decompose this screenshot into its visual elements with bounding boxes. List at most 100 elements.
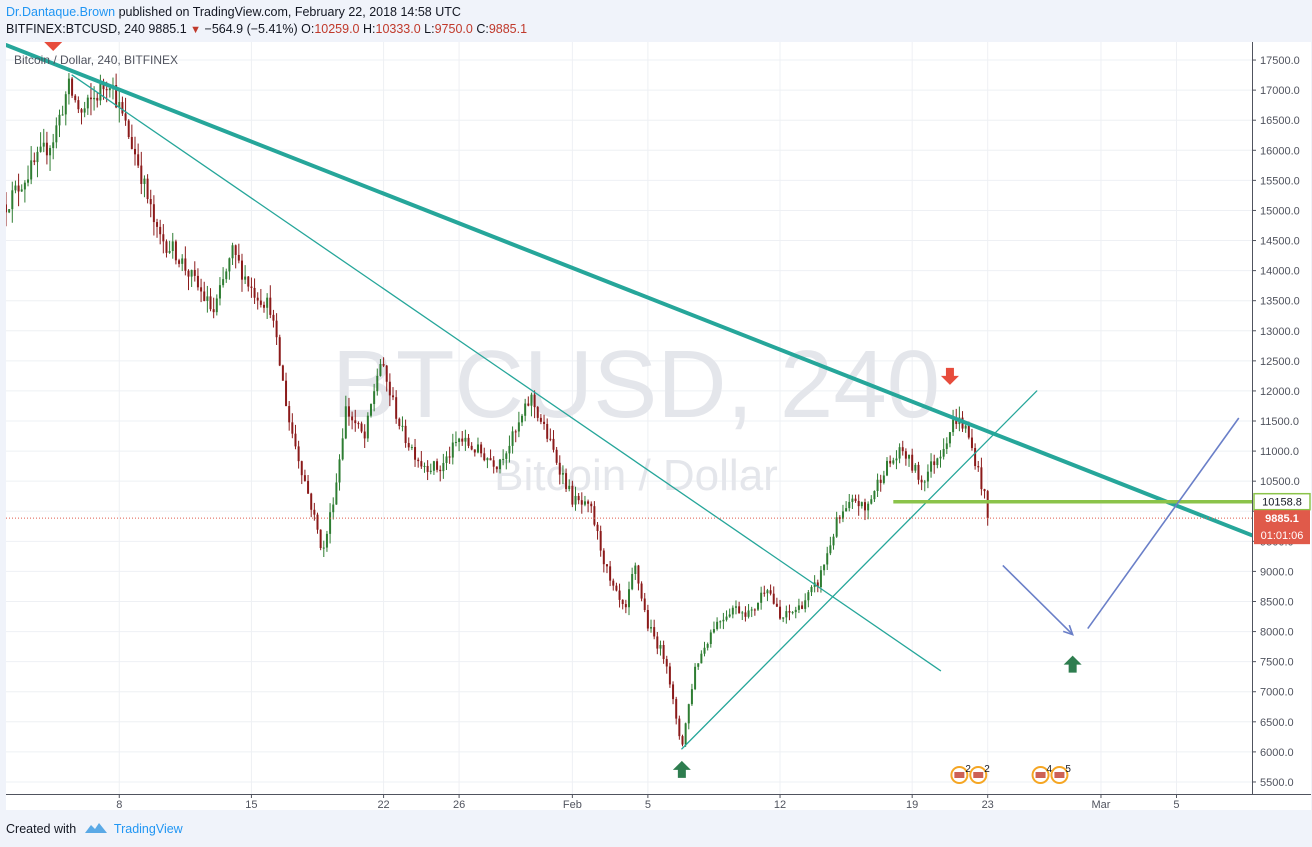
candle (697, 663, 700, 670)
candle-body (624, 604, 627, 608)
candle-body (637, 565, 640, 584)
candle-body (64, 94, 67, 115)
candle (552, 430, 555, 453)
candle (829, 536, 832, 556)
candle (159, 219, 162, 245)
candle-body (436, 461, 439, 470)
candle-body (99, 83, 102, 101)
price-scale-background[interactable] (1252, 42, 1311, 810)
candle (344, 395, 347, 440)
candle (970, 428, 973, 451)
markers: 2 2 4 5 (44, 34, 1082, 784)
candle (272, 309, 275, 328)
candle-body (766, 590, 769, 594)
candle (920, 475, 923, 491)
candle-body (130, 136, 133, 149)
grid (6, 42, 1252, 794)
candle-body (857, 500, 860, 507)
candle (237, 243, 240, 264)
candle (628, 581, 630, 616)
candle-body (926, 471, 929, 482)
candle-body (11, 190, 14, 210)
drawings[interactable] (4, 43, 1254, 750)
candle-body (341, 438, 344, 460)
candle-body (898, 447, 901, 459)
candle (247, 276, 250, 292)
price-change: −564.9 (−5.41%) (204, 22, 298, 36)
candle (178, 258, 181, 268)
trendline-resistance-main[interactable] (4, 43, 1254, 538)
candle (392, 387, 395, 401)
candle (952, 409, 955, 436)
chart-title: Bitcoin / Dollar, 240, BITFINEX (14, 53, 178, 67)
candle-body (590, 503, 593, 507)
candle-body (549, 438, 552, 440)
time-scale[interactable]: 8 15 22 26 Feb 5 12 19 23 Mar 5 (116, 794, 1180, 811)
candle (879, 474, 882, 492)
candle-body (259, 300, 262, 305)
candle (750, 606, 753, 618)
candle-body (445, 456, 448, 463)
candle (580, 492, 583, 514)
tradingview-link[interactable]: TradingView (113, 822, 183, 836)
candle (39, 132, 42, 153)
candle (436, 458, 439, 473)
candle (379, 359, 382, 377)
candle-body (134, 148, 137, 155)
candle-body (983, 489, 986, 492)
candle (571, 480, 574, 508)
candle-body (577, 495, 580, 501)
candle (67, 73, 70, 105)
candle (319, 529, 322, 551)
time-tick-label: 5 (645, 799, 651, 810)
candle-body (231, 245, 234, 259)
candle-body (52, 142, 55, 149)
projection-segment[interactable] (1002, 564, 1074, 636)
candle-body (665, 659, 668, 667)
candle-body (659, 644, 662, 649)
candle-body (596, 524, 599, 532)
candle-body (203, 291, 206, 301)
projection-segment[interactable] (1087, 417, 1240, 630)
candle-body (687, 704, 690, 724)
candle-body (165, 241, 168, 253)
candle (596, 522, 599, 540)
down-triangle-icon: ▼ (190, 24, 202, 36)
time-tick-label: 26 (453, 799, 465, 810)
candle-body (385, 365, 388, 382)
candle (398, 417, 401, 430)
price-tags: 10158.8 9885.1 01:01:06 (1253, 492, 1311, 545)
publish-info: published on TradingView.com, February 2… (118, 5, 461, 19)
candle-body (917, 464, 920, 480)
candle (561, 465, 564, 485)
candle-body (344, 406, 347, 439)
candle (775, 597, 778, 608)
candle (731, 605, 734, 619)
trendline-support-line[interactable] (681, 390, 1038, 750)
event-badge: 5 (1050, 764, 1071, 784)
candle-body (392, 395, 395, 398)
author-link[interactable]: Dr.Dantaque.Brown (6, 5, 116, 19)
candle (565, 468, 568, 492)
candle (521, 413, 524, 427)
candle-body (351, 416, 354, 421)
candle-body (788, 611, 791, 613)
candle (288, 401, 291, 431)
candle (634, 562, 637, 580)
candle (259, 288, 262, 308)
trendline-resistance-secondary[interactable] (71, 74, 942, 672)
candle-body (83, 108, 86, 113)
price-scale[interactable]: 5500.0 6000.0 6500.0 7000.0 7500.0 8000.0 8500… (1252, 55, 1300, 789)
candle-body (338, 459, 341, 483)
candle (291, 413, 294, 439)
candle-body (71, 78, 74, 96)
candle (873, 490, 876, 502)
candle (55, 117, 58, 149)
candle-body (543, 421, 546, 424)
candle (662, 640, 665, 664)
candle-body (816, 582, 819, 587)
candle-body (373, 391, 376, 405)
candle-body (583, 501, 586, 505)
